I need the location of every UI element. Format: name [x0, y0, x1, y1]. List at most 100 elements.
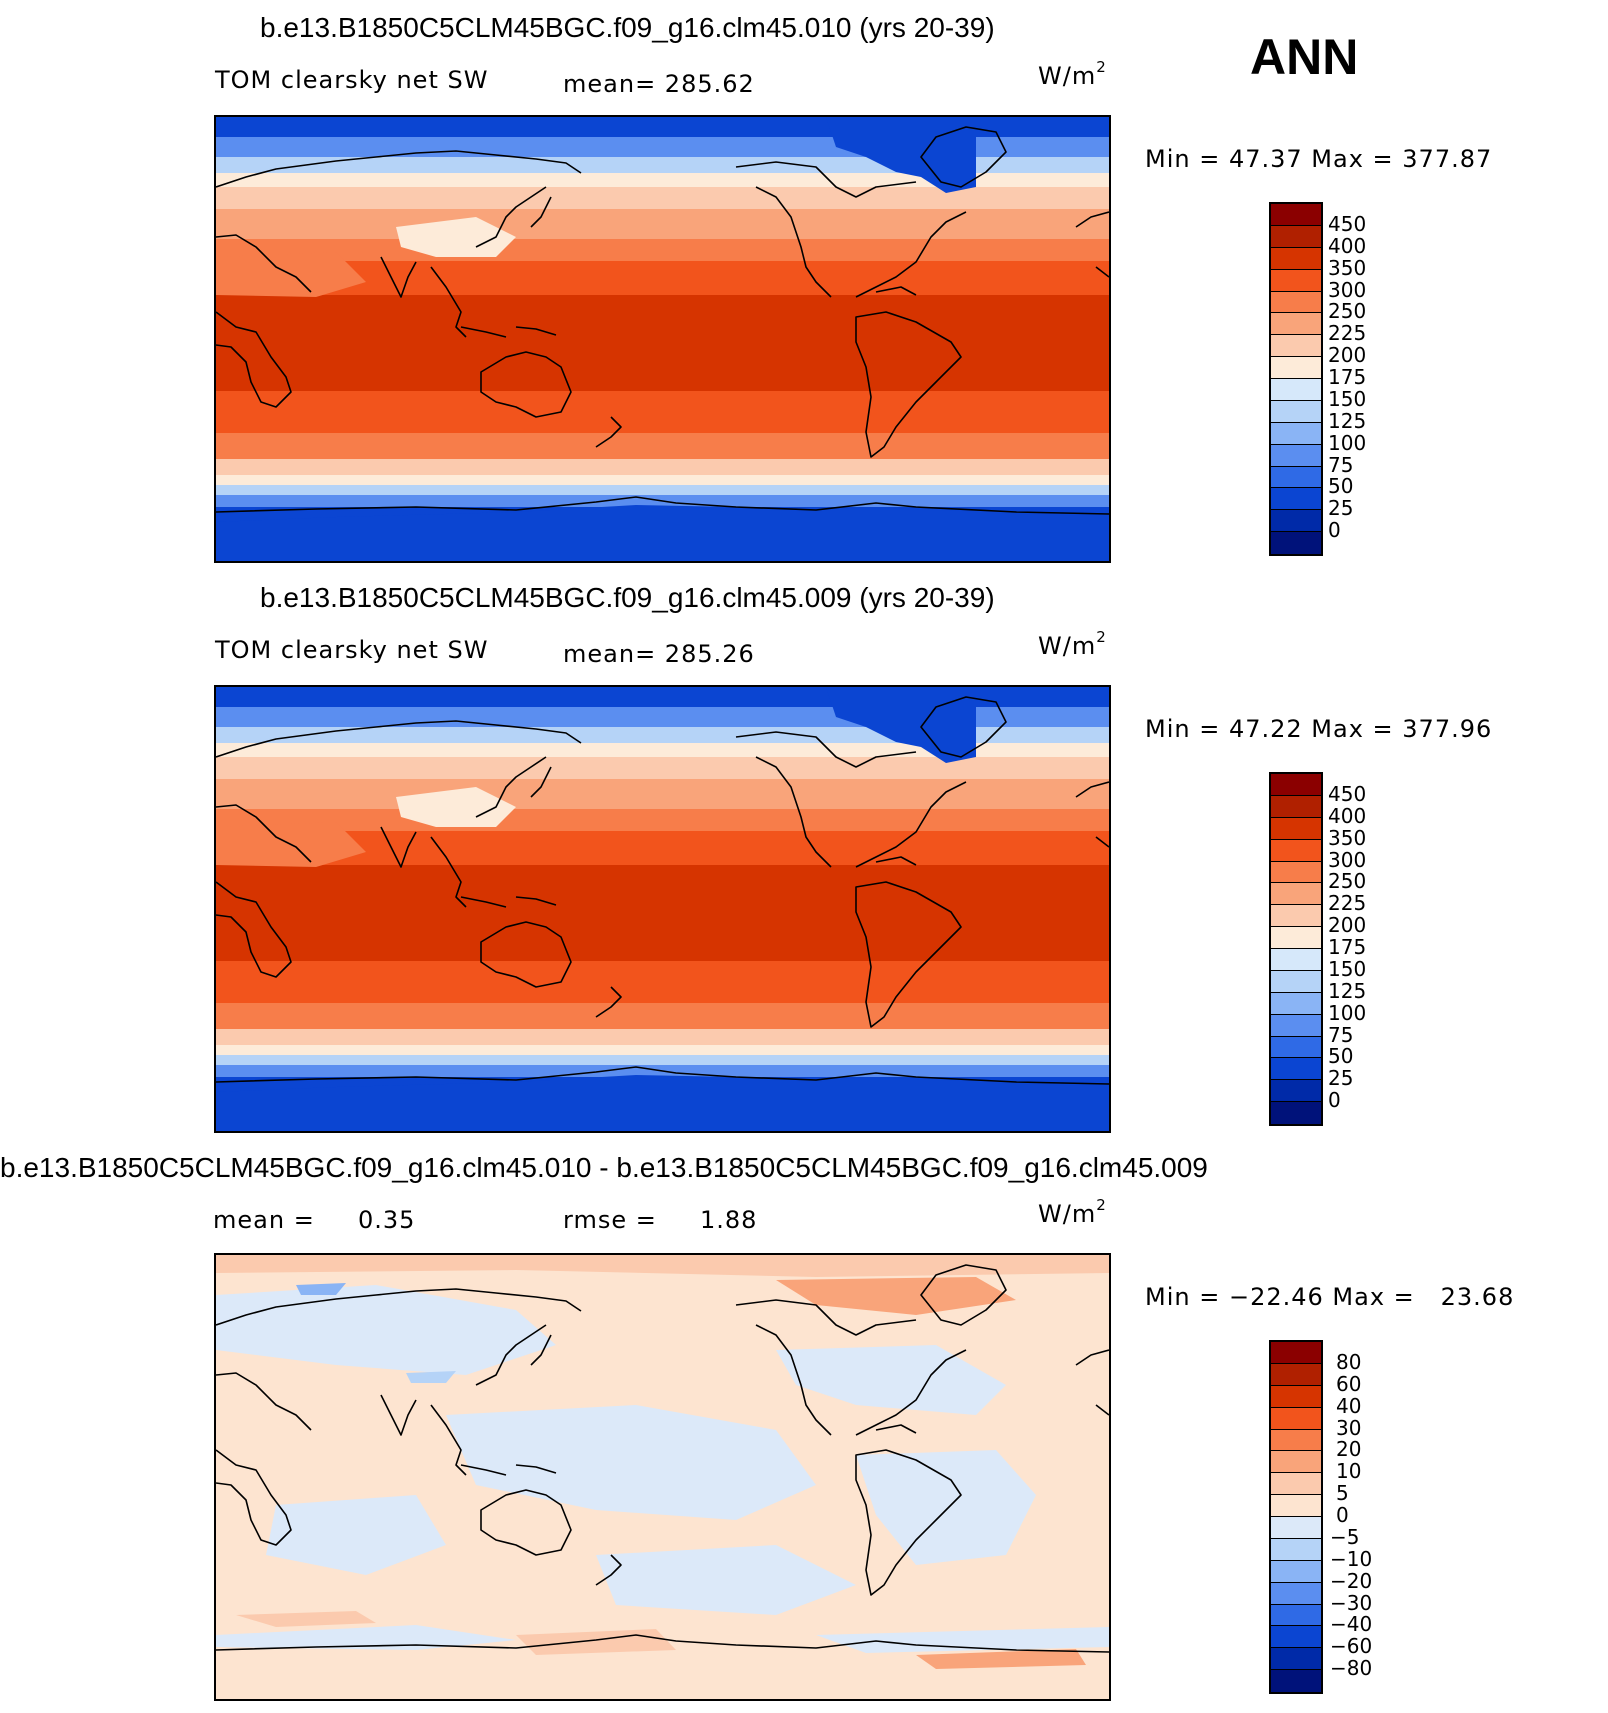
colorbar-swatch [1271, 1604, 1321, 1627]
colorbar-tick-label: −80 [1330, 1656, 1373, 1681]
panel-1-title: b.e13.B1850C5CLM45BGC.f09_g16.clm45.010 … [260, 12, 995, 43]
panel-2-map-svg [216, 687, 1109, 1131]
panel-3-units-base: W/m [1038, 1200, 1097, 1228]
colorbar-tick-label: 250 [1328, 299, 1367, 324]
colorbar-tick-label: 250 [1328, 869, 1367, 894]
colorbar-swatch [1271, 532, 1321, 554]
colorbar-swatch [1271, 1407, 1321, 1430]
colorbar-tick-label: 0 [1328, 1088, 1341, 1113]
panel-1-map-svg [216, 117, 1109, 561]
colorbar-swatch [1271, 949, 1321, 971]
colorbar-tick-label: −40 [1330, 1612, 1373, 1637]
colorbar-swatch [1271, 1385, 1321, 1408]
panel-1-variable: TOM clearsky net SW [215, 66, 489, 94]
colorbar-swatch [1271, 379, 1321, 401]
colorbar-tick-label: 100 [1328, 1000, 1367, 1025]
panel-3-colorbar [1269, 1340, 1323, 1694]
colorbar-tick-label: 300 [1328, 847, 1367, 872]
colorbar-swatch [1271, 1648, 1321, 1671]
colorbar-swatch [1271, 444, 1321, 467]
colorbar-swatch [1271, 269, 1321, 292]
colorbar-swatch [1271, 817, 1321, 840]
colorbar-tick-label: 60 [1336, 1371, 1362, 1396]
panel-3-title: b.e13.B1850C5CLM45BGC.f09_g16.clm45.010 … [0, 1152, 1208, 1183]
colorbar-swatch [1271, 992, 1321, 1015]
panel-2-units-exp: 2 [1096, 628, 1107, 646]
colorbar-tick-label: 200 [1328, 343, 1367, 368]
colorbar-tick-label: 10 [1336, 1459, 1362, 1484]
panel-1-colorbar [1269, 202, 1323, 556]
colorbar-swatch [1271, 225, 1321, 248]
colorbar-swatch [1271, 1560, 1321, 1583]
colorbar-tick-label: 25 [1328, 496, 1354, 521]
colorbar-tick-label: 30 [1336, 1415, 1362, 1440]
colorbar-swatch [1271, 1363, 1321, 1386]
panel-1-units-exp: 2 [1096, 58, 1107, 76]
panel-1-mean: mean= 285.62 [563, 70, 755, 98]
colorbar-swatch [1271, 291, 1321, 314]
colorbar-swatch [1271, 1342, 1321, 1364]
colorbar-tick-label: 125 [1328, 978, 1367, 1003]
colorbar-swatch [1271, 510, 1321, 533]
colorbar-swatch [1271, 1080, 1321, 1103]
colorbar-swatch [1271, 1495, 1321, 1517]
colorbar-swatch [1271, 1670, 1321, 1692]
colorbar-swatch [1271, 357, 1321, 379]
colorbar-tick-label: 400 [1328, 233, 1367, 258]
colorbar-tick-label: 225 [1328, 891, 1367, 916]
panel-2-mean: mean= 285.26 [563, 640, 755, 668]
panel-1-units-base: W/m [1038, 62, 1097, 90]
colorbar-tick-label: −10 [1330, 1546, 1373, 1571]
colorbar-tick-label: −20 [1330, 1568, 1373, 1593]
colorbar-swatch [1271, 1058, 1321, 1081]
colorbar-tick-label: 100 [1328, 430, 1367, 455]
colorbar-tick-label: 175 [1328, 935, 1367, 959]
colorbar-swatch [1271, 488, 1321, 511]
panel-3-rmse: rmse = 1.88 [563, 1206, 758, 1234]
panel-3-mean: mean = 0.35 [213, 1206, 416, 1234]
colorbar-swatch [1271, 1517, 1321, 1539]
colorbar-tick-label: 50 [1328, 474, 1354, 499]
colorbar-swatch [1271, 1626, 1321, 1649]
panel-1-units: W/m2 [1038, 58, 1107, 90]
colorbar-swatch [1271, 970, 1321, 993]
colorbar-tick-label: 50 [1328, 1044, 1354, 1069]
colorbar-swatch [1271, 1473, 1321, 1496]
colorbar-tick-label: 150 [1328, 386, 1367, 411]
colorbar-tick-label: 450 [1328, 781, 1367, 806]
panel-3-map [214, 1253, 1111, 1701]
panel-3-units-exp: 2 [1096, 1196, 1107, 1214]
panel-1-minmax: Min = 47.37 Max = 377.87 [1145, 145, 1493, 173]
colorbar-tick-label: 75 [1328, 452, 1354, 477]
colorbar-tick-label: 0 [1336, 1503, 1349, 1527]
colorbar-swatch [1271, 313, 1321, 336]
panel-3-units: W/m2 [1038, 1196, 1107, 1228]
panel-3-minmax: Min = −22.46 Max = 23.68 [1145, 1283, 1515, 1311]
panel-2-minmax: Min = 47.22 Max = 377.96 [1145, 715, 1493, 743]
colorbar-swatch [1271, 774, 1321, 796]
colorbar-swatch [1271, 466, 1321, 489]
colorbar-tick-label: −30 [1330, 1590, 1373, 1615]
colorbar-swatch [1271, 400, 1321, 423]
colorbar-tick-label: 40 [1336, 1393, 1362, 1418]
colorbar-swatch [1271, 1036, 1321, 1059]
colorbar-swatch [1271, 1102, 1321, 1124]
colorbar-tick-label: 0 [1328, 518, 1341, 543]
panel-2-variable: TOM clearsky net SW [215, 636, 489, 664]
colorbar-tick-label: 300 [1328, 277, 1367, 302]
colorbar-tick-label: 175 [1328, 365, 1367, 389]
colorbar-swatch [1271, 1429, 1321, 1452]
season-label: ANN [1250, 29, 1359, 85]
colorbar-swatch [1271, 1582, 1321, 1605]
colorbar-tick-label: 125 [1328, 408, 1367, 433]
colorbar-tick-label: 350 [1328, 825, 1367, 850]
panel-3-title-wrap: b.e13.B1850C5CLM45BGC.f09_g16.clm45.010 … [0, 1152, 1330, 1184]
panel-2-colorbar [1269, 772, 1323, 1126]
colorbar-swatch [1271, 204, 1321, 226]
colorbar-swatch [1271, 905, 1321, 928]
colorbar-swatch [1271, 422, 1321, 445]
colorbar-tick-label: 450 [1328, 211, 1367, 236]
panel-3-map-svg [216, 1255, 1109, 1699]
colorbar-tick-label: 350 [1328, 255, 1367, 280]
colorbar-swatch [1271, 1451, 1321, 1474]
